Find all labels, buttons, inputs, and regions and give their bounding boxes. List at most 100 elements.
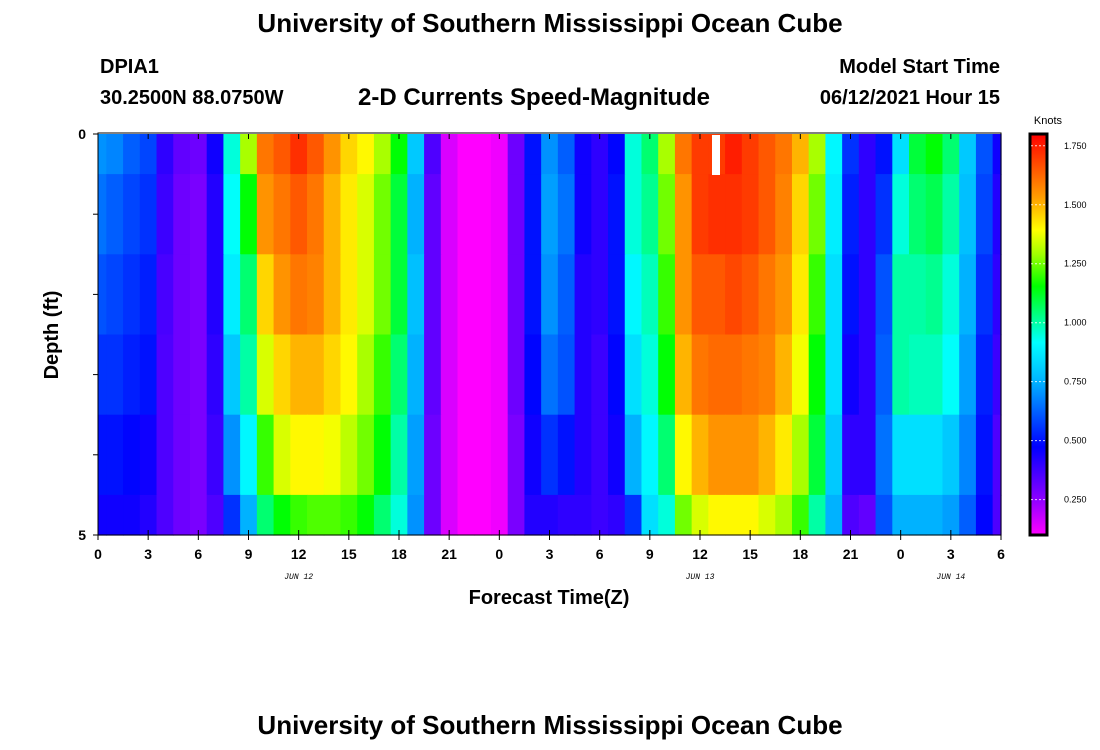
heatmap-cell bbox=[98, 494, 107, 536]
heatmap-cell bbox=[541, 334, 559, 416]
heatmap-cell bbox=[323, 254, 342, 336]
heatmap-cell bbox=[189, 414, 208, 496]
heatmap-cell bbox=[440, 254, 459, 336]
heatmap-cell bbox=[507, 494, 526, 536]
model-start-label: Model Start Time bbox=[839, 56, 1000, 78]
heatmap-cell bbox=[340, 414, 358, 496]
heatmap-cell bbox=[373, 254, 392, 336]
heatmap-cell bbox=[457, 334, 475, 416]
heatmap-cell bbox=[474, 174, 492, 255]
heatmap-cell bbox=[591, 134, 609, 175]
heatmap-cell bbox=[942, 254, 960, 336]
x-tick-label: 0 bbox=[94, 546, 102, 562]
heatmap-cell bbox=[557, 254, 576, 336]
heatmap-cell bbox=[390, 174, 408, 255]
heatmap-cell bbox=[775, 334, 793, 416]
heatmap-cell bbox=[123, 174, 141, 255]
heatmap-cell bbox=[725, 414, 743, 496]
heatmap-cell bbox=[858, 254, 877, 336]
heatmap-cell bbox=[574, 494, 592, 536]
heatmap-cell bbox=[624, 494, 643, 536]
heatmap-cell bbox=[424, 174, 442, 255]
heatmap-cell bbox=[975, 134, 994, 175]
heatmap-cell bbox=[507, 254, 526, 336]
colorbar-frame bbox=[1028, 132, 1049, 537]
heatmap-cell bbox=[791, 254, 810, 336]
heatmap-cell bbox=[808, 334, 827, 416]
heatmap-cell bbox=[691, 414, 709, 496]
y-tick-label: 5 bbox=[78, 527, 86, 543]
heatmap-cell bbox=[658, 254, 676, 336]
x-tick-label: 9 bbox=[646, 546, 654, 562]
heatmap-cell bbox=[641, 254, 659, 336]
heatmap-cell bbox=[340, 254, 358, 336]
heatmap-cell bbox=[307, 414, 325, 496]
heatmap-cell bbox=[273, 254, 291, 336]
heatmap-cell bbox=[708, 334, 726, 416]
heatmap-cell bbox=[98, 334, 107, 416]
heatmap-cell bbox=[992, 414, 1002, 496]
heatmap-cell bbox=[875, 134, 893, 175]
heatmap-cell bbox=[942, 134, 960, 175]
heatmap-cell bbox=[959, 334, 977, 416]
heatmap-cell bbox=[641, 494, 659, 536]
heatmap-cell bbox=[858, 494, 877, 536]
heatmap-cell bbox=[524, 494, 542, 536]
heatmap-cell bbox=[123, 494, 141, 536]
heatmap-cell bbox=[942, 334, 960, 416]
heatmap-cell bbox=[691, 494, 709, 536]
y-tick-label: 0 bbox=[78, 126, 86, 142]
heatmap-cell bbox=[223, 134, 241, 175]
heatmap-cell bbox=[725, 334, 743, 416]
x-tick-label: 3 bbox=[144, 546, 152, 562]
heatmap-cell bbox=[340, 494, 358, 536]
heatmap-cell bbox=[741, 494, 760, 536]
x-tick-label: 12 bbox=[692, 546, 708, 562]
heatmap-cell bbox=[407, 334, 425, 416]
heatmap-cell bbox=[323, 414, 342, 496]
heatmap-cell bbox=[624, 414, 643, 496]
heatmap-cell bbox=[541, 414, 559, 496]
heatmap-cell bbox=[741, 174, 760, 255]
chart-title: 2-D Currents Speed-Magnitude bbox=[358, 84, 711, 111]
heatmap-cell bbox=[106, 134, 124, 175]
heatmap-cell bbox=[591, 254, 609, 336]
heatmap-cell bbox=[273, 494, 291, 536]
heatmap-cell bbox=[892, 174, 910, 255]
heatmap-cell bbox=[223, 334, 241, 416]
heatmap-cell bbox=[641, 174, 659, 255]
heatmap-cell bbox=[123, 134, 141, 175]
colorbar-fill bbox=[1030, 134, 1047, 535]
heatmap-cell bbox=[290, 494, 308, 536]
y-axis-label: Depth (ft) bbox=[41, 291, 63, 380]
heatmap-cell bbox=[156, 174, 174, 255]
heatmap-cell bbox=[340, 334, 358, 416]
x-tick-label: 15 bbox=[341, 546, 357, 562]
heatmap-cell bbox=[574, 174, 592, 255]
heatmap-cell bbox=[541, 134, 559, 175]
heatmap-cell bbox=[842, 254, 860, 336]
heatmap-cell bbox=[808, 254, 827, 336]
heatmap-cell bbox=[98, 174, 107, 255]
heatmap-cell bbox=[173, 334, 191, 416]
heatmap-cell bbox=[808, 174, 827, 255]
heatmap-cell bbox=[173, 254, 191, 336]
heatmap-cell bbox=[240, 494, 258, 536]
heatmap-cell bbox=[959, 254, 977, 336]
heatmap-cell bbox=[424, 134, 442, 175]
heatmap-cell bbox=[775, 254, 793, 336]
heatmap-cell bbox=[139, 494, 158, 536]
heatmap-cell bbox=[307, 494, 325, 536]
heatmap-cell bbox=[674, 334, 693, 416]
heatmap-cell bbox=[490, 334, 509, 416]
heatmap-cell bbox=[608, 494, 626, 536]
heatmap-cell bbox=[390, 254, 408, 336]
heatmap-cell bbox=[758, 494, 776, 536]
x-tick-label: 12 bbox=[291, 546, 307, 562]
heatmap-cell bbox=[273, 414, 291, 496]
heatmap-cell bbox=[139, 414, 158, 496]
heatmap-cell bbox=[373, 414, 392, 496]
heatmap-cell bbox=[658, 334, 676, 416]
colorbar-tick-label: 0.250 bbox=[1064, 495, 1087, 505]
heatmap-cell bbox=[925, 414, 944, 496]
